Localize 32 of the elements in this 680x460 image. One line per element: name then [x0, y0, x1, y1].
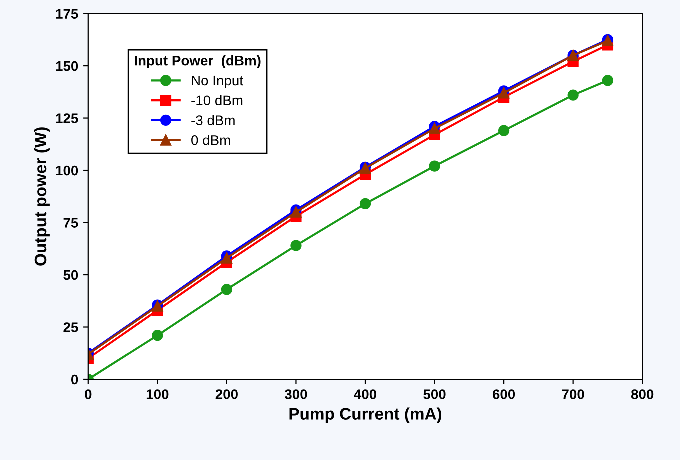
y-tick-label: 75 — [64, 218, 78, 228]
y-tick-label: 150 — [56, 61, 78, 72]
legend-label: -3 dBm — [192, 115, 235, 126]
legend-label: -10 dBm — [192, 95, 243, 106]
y-tick-label: 0 — [72, 374, 78, 385]
x-tick-label: 600 — [492, 390, 516, 400]
point — [290, 240, 302, 252]
y-tick-label: 100 — [56, 166, 78, 176]
x-axis-title: Pump Current (mA) — [290, 408, 442, 424]
point — [360, 198, 372, 210]
legend-label: No Input — [192, 76, 244, 88]
y-tick-label: 50 — [64, 270, 78, 280]
legend-label: 0 dBm — [192, 135, 230, 146]
x-tick-label: 200 — [216, 390, 238, 400]
point — [429, 160, 440, 172]
y-axis-title: Output power (W) — [34, 128, 50, 266]
x-tick-label: 800 — [631, 390, 654, 400]
y-tick-label: 125 — [56, 114, 78, 124]
x-tick-label: 500 — [424, 390, 446, 400]
x-tick-label: 700 — [562, 390, 584, 400]
x-tick-label: 100 — [146, 390, 169, 400]
point — [221, 284, 233, 296]
x-tick-label: 0 — [85, 390, 92, 400]
point — [152, 330, 164, 342]
point — [568, 90, 579, 101]
y-tick-label: 175 — [56, 9, 78, 19]
x-tick-label: 400 — [354, 390, 377, 400]
x-tick-label: 300 — [284, 390, 308, 400]
point — [602, 75, 614, 86]
y-tick-label: 25 — [64, 322, 78, 332]
point — [498, 125, 510, 136]
legend-title: Input Power (dBm) — [135, 56, 261, 69]
